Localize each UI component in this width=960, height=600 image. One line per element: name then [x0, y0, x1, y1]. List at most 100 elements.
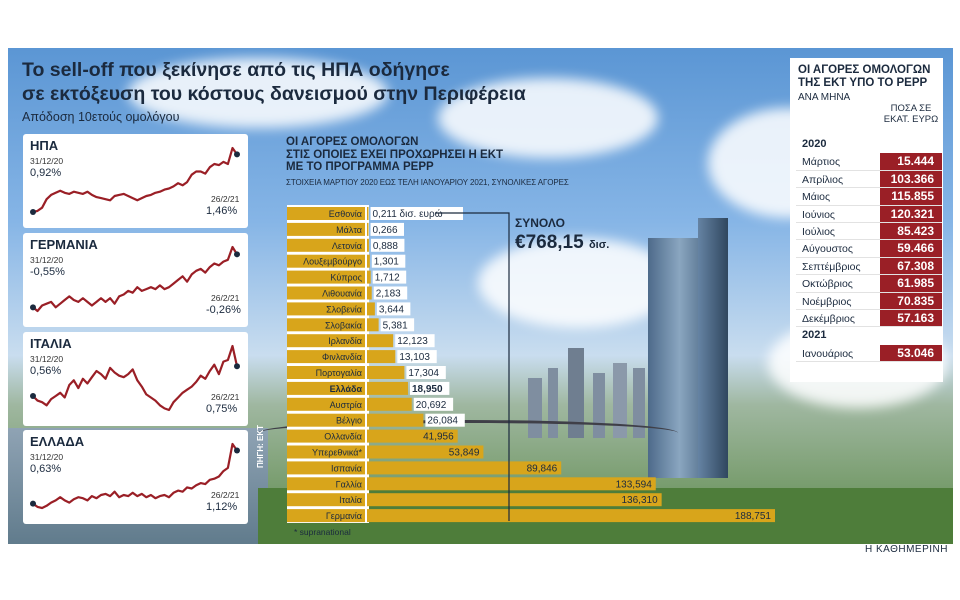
total-amount: €768,15 [515, 232, 584, 253]
table-row: Μάρτιος 15.444 [796, 153, 942, 171]
bar-label-strip [287, 318, 365, 332]
table-value: 15.444 [880, 153, 942, 170]
table-row: Σεπτέμβριος 67.308 [796, 257, 942, 276]
bar-value-background [406, 366, 446, 379]
table-value: 103.366 [880, 170, 942, 188]
panel-italy: ΙΤΑΛΙΑ 31/12/20 0,56% 26/2/21 0,75% [23, 332, 248, 426]
table-value: 53.046 [880, 344, 942, 362]
start-date: 31/12/20 [30, 354, 64, 364]
yield-line [32, 245, 238, 313]
bar-value-label: 5,381 [383, 320, 408, 331]
bar-value-background [395, 334, 435, 348]
germany-line-chart [30, 245, 240, 313]
bar-category-label: Λιθουανία [322, 289, 362, 299]
total-value: €768,15 δισ. [515, 232, 609, 254]
end-date: 26/2/21 [211, 293, 240, 303]
monthly-title-line-2: ΤΗΣ ΕΚΤ ΥΠΟ ΤΟ PEPP [798, 77, 928, 89]
pepp-subtitle: ΣΤΟΙΧΕΙΑ ΜΑΡΤΙΟΥ 2020 ΕΩΣ ΤΕΛΗ ΙΑΝΟΥΑΡΙΟ… [286, 178, 569, 187]
bar-label-strip [287, 493, 365, 507]
monthly-subtitle: ΑΝΑ ΜΗΝΑ [798, 92, 851, 103]
start-date: 31/12/20 [30, 156, 64, 166]
bar-label-strip [287, 477, 365, 491]
start-point [30, 304, 36, 311]
end-point [234, 251, 240, 258]
bar-label-strip [287, 509, 365, 523]
table-month: Μάρτιος [802, 156, 841, 169]
bar-category-label: Πορτογαλία [316, 368, 362, 378]
bar-label-strip [287, 413, 365, 427]
bar-value-label: 3,644 [379, 304, 404, 315]
panel-country: ΓΕΡΜΑΝΙΑ [30, 237, 98, 252]
table-year: 2021 [802, 329, 827, 342]
bar-value-label: 1,301 [374, 257, 399, 268]
end-value: 0,75% [206, 403, 238, 415]
table-row: Ιανουάριος 53.046 [796, 344, 942, 363]
bar-value-label: 0,266 [373, 225, 398, 236]
start-date: 31/12/20 [30, 255, 64, 265]
start-point [30, 392, 36, 399]
table-value: 67.308 [880, 257, 942, 275]
table-month: Οκτώβριος [802, 278, 853, 291]
table-month: Αύγουστος [802, 243, 853, 256]
bar-value-label: 20,692 [416, 400, 447, 411]
bar-category-label: Ελλάδα [330, 384, 363, 394]
table-row: Δεκέμβριος 57.163 [796, 309, 942, 328]
monthly-table: 2020 Μάρτιος 15.444 Απρίλιος 103.366 Μάιος 115… [796, 136, 942, 363]
bar-label-strip [287, 270, 365, 284]
table-value: 120.321 [880, 205, 942, 222]
bar [367, 493, 662, 507]
bar-label-strip [287, 350, 365, 364]
bar [367, 397, 412, 411]
greece-line-chart [30, 442, 240, 510]
bar-value-background [376, 302, 411, 316]
table-month: Ιούλιος [802, 225, 835, 238]
end-value: -0,26% [206, 304, 241, 316]
table-month: Ιούνιος [802, 208, 835, 221]
bar-value-background [370, 222, 404, 236]
bar [367, 270, 371, 284]
bar [367, 429, 458, 443]
bar-value-background [380, 318, 415, 332]
end-point [234, 151, 240, 158]
panel-country: ΙΤΑΛΙΑ [30, 336, 72, 351]
table-year-row: 2021 [796, 327, 942, 344]
bar-category-label: Βέλγιο [336, 416, 362, 426]
bar [367, 350, 396, 364]
monthly-title-line-1: ΟΙ ΑΓΟΡΕΣ ΟΜΟΛΟΓΩΝ [798, 64, 931, 76]
table-row: Αύγουστος 59.466 [796, 240, 942, 258]
table-month: Σεπτέμβριος [802, 260, 861, 273]
bar [367, 381, 408, 395]
table-year-row: 2020 [796, 136, 942, 153]
table-value: 57.163 [880, 309, 942, 327]
table-month: Δεκέμβριος [802, 312, 855, 325]
yield-line [32, 146, 238, 214]
bar-value-background [373, 286, 408, 300]
end-date: 26/2/21 [211, 392, 240, 402]
bar-category-label: Ισπανία [331, 463, 362, 473]
pepp-title-line-3: ΜΕ ΤΟ ΠΡΟΓΡΑΜΜΑ PEPP [286, 161, 434, 173]
bar-value-label: 2,183 [376, 289, 401, 300]
table-month: Νοέμβριος [802, 295, 852, 308]
bar [367, 302, 375, 316]
bar-label-strip [287, 286, 365, 300]
table-row: Νοέμβριος 70.835 [796, 292, 942, 310]
table-row: Μάιος 115.855 [796, 188, 942, 206]
bar [367, 509, 775, 523]
headline-line-1: Το sell-off που ξεκίνησε από τις ΗΠΑ οδή… [22, 59, 450, 81]
total-unit: δισ. [588, 239, 610, 251]
panel-country: ΗΠΑ [30, 138, 59, 153]
bar-category-label: Υπερεθνικά* [312, 448, 362, 458]
bar-value-label: 41,956 [423, 432, 454, 443]
bar-category-label: Εσθονία [329, 209, 362, 219]
bar-value-label: 18,950 [412, 384, 443, 395]
bar [367, 461, 562, 475]
end-date: 26/2/21 [211, 194, 240, 204]
table-row: Ιούλιος 85.423 [796, 222, 942, 241]
bar-value-label: 26,084 [427, 416, 458, 427]
bar-label-strip [287, 381, 365, 395]
bar-value-label: 12,123 [397, 336, 428, 347]
footnote-supranational: * supranational [294, 527, 351, 537]
table-value: 85.423 [880, 222, 942, 240]
end-date: 26/2/21 [211, 490, 240, 500]
pepp-title-line-2: ΣΤΙΣ ΟΠΟΙΕΣ ΕΧΕΙ ΠΡΟΧΩΡΗΣΕΙ Η ΕΚΤ [286, 148, 504, 161]
